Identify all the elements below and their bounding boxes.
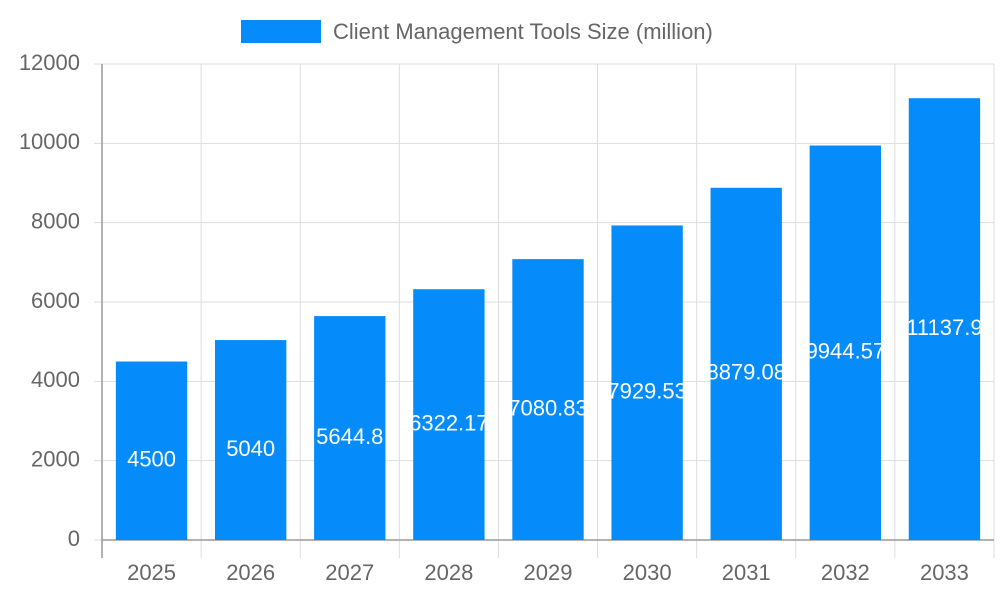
y-tick-label: 10000 — [19, 129, 80, 154]
data-label: 9944.57 — [806, 339, 886, 364]
x-tick-label: 2032 — [821, 560, 870, 585]
x-tick-label: 2031 — [722, 560, 771, 585]
y-tick-label: 0 — [68, 526, 80, 551]
bar — [710, 187, 782, 540]
x-tick-label: 2029 — [524, 560, 573, 585]
data-label: 11137.9 — [906, 315, 982, 340]
data-label: 8879.08 — [706, 360, 786, 385]
bar — [115, 361, 188, 540]
y-tick-label: 8000 — [31, 208, 80, 233]
bar — [314, 316, 386, 540]
x-tick-label: 2025 — [127, 560, 176, 585]
legend-swatch — [241, 20, 321, 43]
data-label: 7929.53 — [607, 379, 687, 404]
data-label: 4500 — [127, 447, 176, 472]
y-tick-label: 12000 — [19, 50, 80, 75]
bar — [611, 225, 683, 540]
bar — [413, 289, 485, 540]
legend-label: Client Management Tools Size (million) — [333, 19, 713, 44]
bar — [908, 98, 981, 541]
bar — [512, 259, 584, 540]
y-tick-label: 4000 — [31, 367, 80, 392]
y-tick-label: 6000 — [31, 288, 80, 313]
bar — [809, 145, 882, 541]
x-tick-label: 2026 — [226, 560, 275, 585]
data-label: 7080.83 — [508, 395, 588, 420]
y-tick-label: 2000 — [31, 446, 80, 471]
data-label: 6322.17 — [409, 410, 489, 435]
data-label: 5040 — [226, 436, 275, 461]
x-tick-label: 2030 — [623, 560, 672, 585]
x-tick-label: 2033 — [920, 560, 969, 585]
x-tick-label: 2028 — [424, 560, 473, 585]
bar — [214, 340, 287, 540]
x-tick-label: 2027 — [325, 560, 374, 585]
data-label: 5644.8 — [316, 424, 383, 449]
